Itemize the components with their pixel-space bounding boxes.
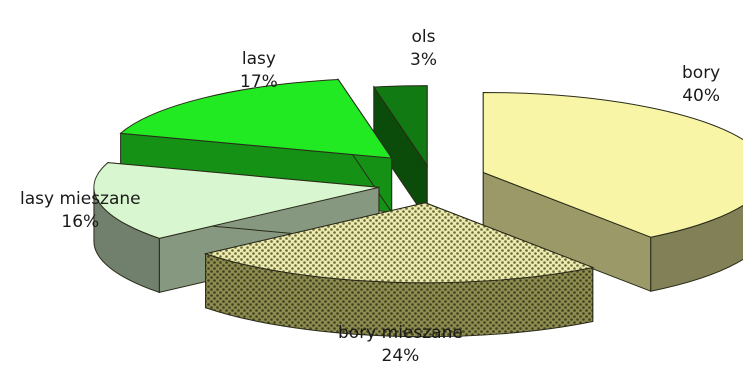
slice-label-lasy: lasy 17% <box>240 49 278 92</box>
slice-wall-bory-0 <box>650 204 743 292</box>
slice-label-lasy-mieszane: lasy mieszane 16% <box>20 189 141 232</box>
slice-top-lasy <box>119 78 393 159</box>
slice-top-bory-mieszane <box>203 202 595 284</box>
slice-label-ols: ols 3% <box>410 27 437 70</box>
slice-ols <box>372 85 428 222</box>
slice-top-ols <box>372 85 428 168</box>
slice-label-bory: bory 40% <box>682 63 721 106</box>
slice-top-bory <box>482 91 743 238</box>
slice-bory-mieszane <box>203 202 595 338</box>
slice-bory <box>482 91 743 292</box>
slice-top-lasy-mieszane <box>93 162 380 239</box>
slice-lasy-mieszane <box>93 162 380 294</box>
slice-label-bory-mieszane: bory mieszane 24% <box>338 323 463 366</box>
